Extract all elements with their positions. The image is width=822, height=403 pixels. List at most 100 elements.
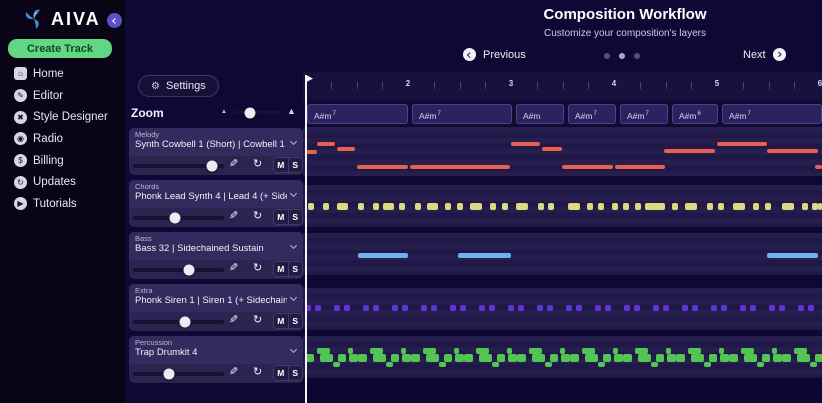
track-header[interactable]: Extra Phonk Siren 1 | Siren 1 (+ Sidecha… — [129, 284, 303, 312]
ruler-tick — [665, 82, 667, 89]
track-header[interactable]: Chords Phonk Lead Synth 4 | Lead 4 (+ Si… — [129, 180, 303, 208]
chord-block[interactable]: A#m7 — [412, 104, 512, 124]
regenerate-icon[interactable]: ↻ — [253, 366, 263, 378]
pencil-icon[interactable]: ✎ — [229, 210, 239, 222]
settings-label: Settings — [165, 80, 206, 92]
percussion-note — [773, 354, 782, 362]
step-dot[interactable] — [619, 53, 625, 59]
next-button[interactable]: Next — [743, 48, 786, 61]
volume-slider[interactable] — [133, 264, 224, 276]
step-dot[interactable] — [604, 53, 610, 59]
percussion-note — [454, 348, 459, 354]
sidebar-item-billing[interactable]: $ Billing — [0, 150, 125, 172]
percussion-note — [720, 354, 729, 362]
volume-slider[interactable] — [133, 212, 224, 224]
volume-slider[interactable] — [133, 160, 224, 172]
bass-note — [767, 253, 818, 258]
pencil-icon[interactable]: ✎ — [229, 158, 239, 170]
sidebar-item-radio[interactable]: ◉ Radio — [0, 128, 125, 150]
chords-note — [427, 203, 438, 210]
chords-note — [373, 203, 379, 210]
track-header[interactable]: Melody Synth Cowbell 1 (Short) | Cowbell… — [129, 128, 303, 156]
solo-button[interactable]: S — [288, 262, 302, 276]
sidebar-item-home[interactable]: ⌂ Home — [0, 63, 125, 85]
solo-button[interactable]: S — [288, 158, 302, 172]
logo-row: AIVA — [0, 4, 125, 34]
chord-block[interactable]: A#m7 — [568, 104, 616, 124]
regenerate-icon[interactable]: ↻ — [253, 210, 263, 222]
chord-block[interactable]: A#m6 — [672, 104, 718, 124]
ruler-tick — [459, 82, 461, 89]
percussion-note — [444, 354, 452, 362]
regenerate-icon[interactable]: ↻ — [253, 262, 263, 274]
mute-button[interactable]: M — [274, 314, 289, 328]
extra-note — [682, 305, 688, 311]
volume-slider-knob[interactable] — [169, 212, 181, 224]
chords-note — [399, 203, 405, 210]
track-category: Chords — [135, 182, 160, 191]
pencil-icon[interactable]: ✎ — [229, 366, 239, 378]
volume-slider[interactable] — [133, 368, 224, 380]
bar-number: 5 — [714, 79, 720, 88]
track-header[interactable]: Percussion Trap Drumkit 4 — [129, 336, 303, 364]
volume-slider-knob[interactable] — [183, 264, 195, 276]
solo-button[interactable]: S — [288, 366, 302, 380]
zoom-slider-knob[interactable] — [244, 107, 256, 118]
sidebar-item-updates[interactable]: ↻ Updates — [0, 171, 125, 193]
percussion-note — [426, 354, 439, 362]
percussion-note — [614, 354, 623, 362]
mute-solo-group: M S — [273, 209, 303, 225]
step-dot[interactable] — [634, 53, 640, 59]
previous-button[interactable]: Previous — [463, 48, 526, 61]
mute-button[interactable]: M — [274, 158, 289, 172]
pencil-icon[interactable]: ✎ — [229, 262, 239, 274]
chords-note — [445, 203, 451, 210]
ruler-tick — [742, 82, 744, 89]
regenerate-icon[interactable]: ↻ — [253, 314, 263, 326]
playhead[interactable] — [305, 75, 307, 403]
melody-note — [664, 149, 715, 153]
chords-note — [685, 203, 697, 210]
volume-slider-knob[interactable] — [206, 160, 218, 172]
zoom-slider[interactable] — [233, 107, 281, 118]
sidebar-item-style-designer[interactable]: ✖ Style Designer — [0, 106, 125, 128]
extra-note — [663, 305, 669, 311]
solo-button[interactable]: S — [288, 314, 302, 328]
zoom-out-icon[interactable]: ▲ — [221, 109, 227, 115]
ruler-tick — [536, 82, 538, 89]
chord-block[interactable]: A#m7 — [620, 104, 668, 124]
sidebar-collapse-button[interactable] — [107, 13, 122, 28]
percussion-note — [305, 354, 314, 362]
create-track-button[interactable]: Create Track — [8, 39, 112, 58]
mute-button[interactable]: M — [274, 366, 289, 380]
pencil-icon[interactable]: ✎ — [229, 314, 239, 326]
solo-button[interactable]: S — [288, 210, 302, 224]
extra-note — [373, 305, 379, 311]
volume-slider[interactable] — [133, 316, 224, 328]
percussion-note — [582, 348, 595, 354]
zoom-in-icon[interactable]: ▲ — [287, 106, 296, 116]
chord-block[interactable]: A#m — [516, 104, 564, 124]
sidebar-item-editor[interactable]: ✎ Editor — [0, 85, 125, 107]
regenerate-icon[interactable]: ↻ — [253, 158, 263, 170]
chord-block[interactable]: A#m7 — [307, 104, 408, 124]
volume-slider-knob[interactable] — [163, 368, 175, 380]
track-header[interactable]: Bass Bass 32 | Sidechained Sustain — [129, 232, 303, 260]
percussion-note — [517, 354, 526, 362]
chord-block[interactable]: A#m7 — [722, 104, 822, 124]
chords-note — [802, 203, 808, 210]
track-category: Percussion — [135, 338, 173, 347]
track-name: Phonk Lead Synth 4 | Lead 4 (+ Sidechain… — [135, 191, 287, 202]
sidebar-item-tutorials[interactable]: ▶ Tutorials — [0, 193, 125, 215]
extra-note — [537, 305, 543, 311]
percussion-note — [757, 362, 764, 367]
ruler-tick — [485, 82, 487, 89]
bass-note — [358, 253, 408, 258]
chevron-down-icon — [289, 293, 298, 302]
mute-button[interactable]: M — [274, 210, 289, 224]
chevron-right-circle-icon — [772, 48, 786, 61]
mute-solo-group: M S — [273, 261, 303, 277]
mute-button[interactable]: M — [274, 262, 289, 276]
settings-button[interactable]: ⚙ Settings — [138, 75, 219, 97]
volume-slider-knob[interactable] — [179, 316, 191, 328]
